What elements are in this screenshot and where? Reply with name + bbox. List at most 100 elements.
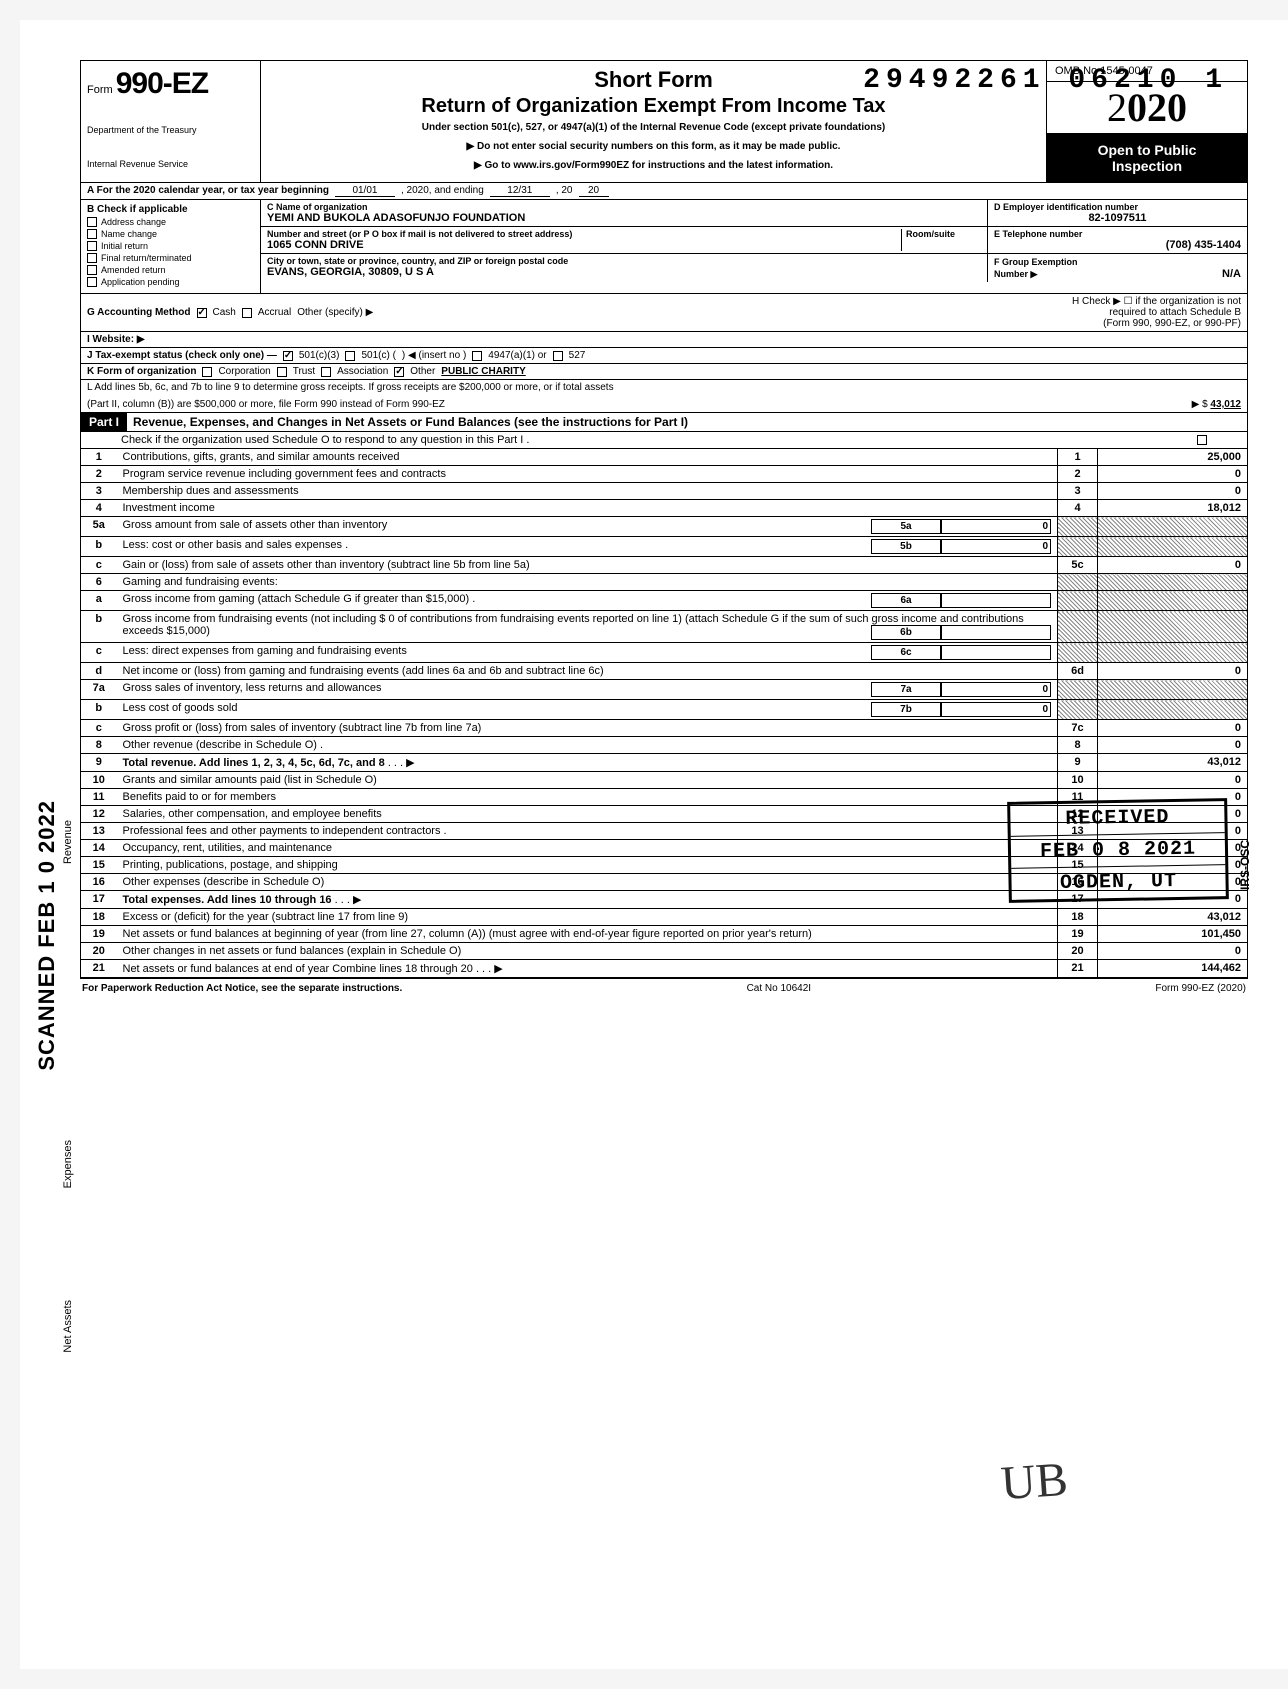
chk-schedule-o[interactable] [1197, 435, 1207, 445]
form-number: 990-EZ [116, 67, 208, 100]
line-desc: Gaming and fundraising events: [117, 574, 1058, 591]
line-desc: Less: cost or other basis and sales expe… [117, 537, 1058, 557]
f-label: F Group Exemption [994, 257, 1078, 267]
form-page: 29492261 06210 1 Form 990-EZ Department … [20, 20, 1288, 1669]
b-item-2: Initial return [101, 241, 148, 251]
k-trust: Trust [293, 366, 315, 377]
line-box [1058, 537, 1098, 557]
line-desc: Gross profit or (loss) from sales of inv… [117, 720, 1058, 737]
line-desc: Investment income [117, 500, 1058, 517]
j-insert: ) ◀ (insert no ) [402, 350, 466, 361]
city-cell: City or town, state or province, country… [261, 254, 987, 282]
line-box [1058, 517, 1098, 537]
chk-application-pending[interactable] [87, 277, 97, 287]
h-label3: (Form 990, 990-EZ, or 990-PF) [1103, 318, 1241, 329]
row-a-label: A For the 2020 calendar year, or tax yea… [87, 185, 329, 196]
footer-left: For Paperwork Reduction Act Notice, see … [82, 983, 402, 994]
k-corp: Corporation [218, 366, 270, 377]
line-num: c [81, 557, 117, 574]
line-num: 21 [81, 960, 117, 978]
line-box [1058, 611, 1098, 643]
line-desc: Other expenses (describe in Schedule O) [117, 874, 1058, 891]
line-amt: 18,012 [1098, 500, 1248, 517]
chk-final-return[interactable] [87, 253, 97, 263]
line-desc: Net income or (loss) from gaming and fun… [117, 663, 1058, 680]
line-amt [1098, 591, 1248, 611]
open-public-2: Inspection [1051, 158, 1243, 174]
line-desc: Gross sales of inventory, less returns a… [117, 680, 1058, 700]
l-line2: (Part II, column (B)) are $500,000 or mo… [87, 399, 445, 410]
ein: 82-1097511 [994, 212, 1241, 224]
form-prefix: Form [87, 84, 113, 96]
line-desc: Other revenue (describe in Schedule O) . [117, 737, 1058, 754]
line-num: 3 [81, 483, 117, 500]
line-num: 9 [81, 754, 117, 772]
chk-4947[interactable] [472, 351, 482, 361]
part1-check-row: Check if the organization used Schedule … [80, 432, 1248, 449]
j-label: J Tax-exempt status (check only one) — [87, 350, 277, 361]
chk-501c3[interactable] [283, 351, 293, 361]
line-desc: Membership dues and assessments [117, 483, 1058, 500]
chk-cash[interactable] [197, 308, 207, 318]
row-j: J Tax-exempt status (check only one) — 5… [80, 348, 1248, 364]
line-num: b [81, 611, 117, 643]
line-box: 8 [1058, 737, 1098, 754]
chk-initial-return[interactable] [87, 241, 97, 251]
col-b: B Check if applicable Address change Nam… [81, 200, 261, 293]
line-amt [1098, 611, 1248, 643]
city: EVANS, GEORGIA, 30809, U S A [267, 266, 981, 278]
line-box: 2 [1058, 466, 1098, 483]
stamp-received: RECEIVED [1010, 801, 1225, 836]
addr-label: Number and street (or P O box if mail is… [267, 229, 901, 239]
chk-other[interactable] [394, 367, 404, 377]
f-cell: F Group Exemption Number ▶ N/A [988, 254, 1247, 282]
line-num: 11 [81, 789, 117, 806]
inner-box-label: 6a [871, 593, 941, 608]
k-other: Other [410, 366, 435, 377]
line-box [1058, 574, 1098, 591]
addr-cell: Number and street (or P O box if mail is… [261, 227, 987, 254]
city-label: City or town, state or province, country… [267, 256, 981, 266]
inner-box-label: 5a [871, 519, 941, 534]
line-amt: 0 [1098, 737, 1248, 754]
d-cell-wrap: D Employer identification number 82-1097… [987, 200, 1247, 227]
line-desc: Net assets or fund balances at beginning… [117, 926, 1058, 943]
line-box: 21 [1058, 960, 1098, 978]
form-id-block: Form 990-EZ Department of the Treasury I… [81, 61, 261, 182]
chk-corp[interactable] [202, 367, 212, 377]
line-box [1058, 591, 1098, 611]
line-num: 7a [81, 680, 117, 700]
chk-name-change[interactable] [87, 229, 97, 239]
l-val: 43,012 [1210, 399, 1241, 410]
chk-assoc[interactable] [321, 367, 331, 377]
h-label2: required to attach Schedule B [1109, 307, 1241, 318]
line-num: 2 [81, 466, 117, 483]
g-accrual: Accrual [258, 307, 291, 318]
line-amt: 0 [1098, 557, 1248, 574]
line-amt: 43,012 [1098, 909, 1248, 926]
signature: UB [999, 1452, 1069, 1512]
line-desc: Excess or (deficit) for the year (subtra… [117, 909, 1058, 926]
footer-mid: Cat No 10642I [747, 983, 812, 994]
vert-netassets: Net Assets [62, 1300, 74, 1353]
line-num: 1 [81, 449, 117, 466]
subtitle: Under section 501(c), 527, or 4947(a)(1)… [271, 122, 1036, 133]
chk-527[interactable] [553, 351, 563, 361]
k-other-val: PUBLIC CHARITY [441, 366, 525, 377]
line-amt: 25,000 [1098, 449, 1248, 466]
l-line1: L Add lines 5b, 6c, and 7b to line 9 to … [87, 382, 1241, 393]
row-i: I Website: ▶ [80, 332, 1248, 348]
line-num: c [81, 720, 117, 737]
chk-501c[interactable] [345, 351, 355, 361]
chk-address-change[interactable] [87, 217, 97, 227]
k-label: K Form of organization [87, 366, 196, 377]
org-name: YEMI AND BUKOLA ADASOFUNJO FOUNDATION [267, 212, 981, 224]
chk-accrual[interactable] [242, 308, 252, 318]
line-box: 9 [1058, 754, 1098, 772]
chk-amended-return[interactable] [87, 265, 97, 275]
line-num: 19 [81, 926, 117, 943]
inner-box-label: 6c [871, 645, 941, 660]
inner-box-label: 7b [871, 702, 941, 717]
g-label: G Accounting Method [87, 307, 191, 318]
chk-trust[interactable] [277, 367, 287, 377]
